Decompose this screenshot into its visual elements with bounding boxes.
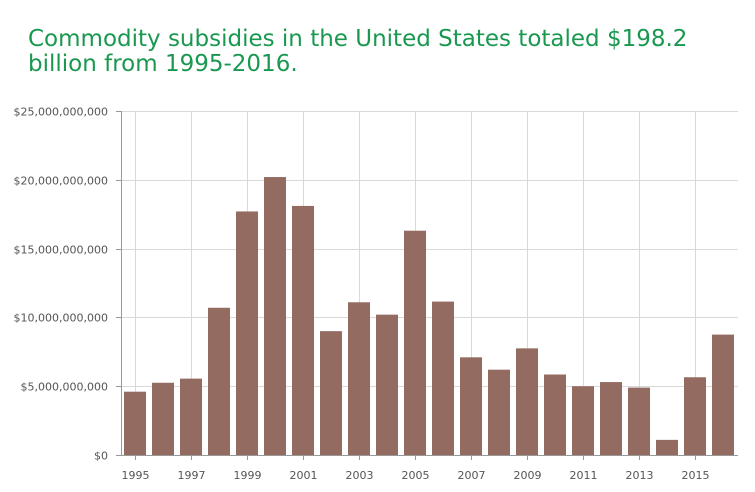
bar-2015 [684,377,706,455]
x-tick-label: 2013 [626,469,654,482]
bar-1995 [124,391,146,455]
bar-1998 [208,307,230,455]
bar-2013 [628,387,650,455]
x-tick-label: 1995 [122,469,150,482]
bar-2016 [712,334,734,455]
bar-1999 [236,211,258,455]
y-tick-label: $25,000,000,000 [14,106,108,119]
bar-2010 [544,374,566,455]
bars [124,177,734,455]
bar-2003 [348,302,370,455]
x-tick-label: 2015 [682,469,710,482]
bar-2006 [432,301,454,455]
bar-2000 [264,177,286,455]
bar-2012 [600,382,622,455]
x-tick-label: 2007 [458,469,486,482]
y-tick-label: $20,000,000,000 [14,175,108,188]
bar-2009 [516,348,538,455]
bar-1996 [152,382,174,455]
x-tick-label: 1997 [178,469,206,482]
bar-2008 [488,369,510,455]
y-axis-labels: $0 $5,000,000,000 $10,000,000,000 $15,000,0… [14,106,108,463]
x-tick-label: 1999 [234,469,262,482]
x-tick-label: 2005 [402,469,430,482]
chart-title: Commodity subsidies in the United States… [28,26,688,77]
bar-2011 [572,386,594,455]
bar-2014 [656,439,678,455]
bar-2004 [376,314,398,455]
bar-2007 [460,357,482,455]
bar-2002 [320,331,342,455]
x-axis-labels: 1995 1997 1999 2001 2003 2005 2007 2009 2011 2013… [122,469,710,482]
bar-1997 [180,378,202,455]
x-tick-label: 2009 [514,469,542,482]
bar-2005 [404,230,426,455]
x-tick-label: 2001 [290,469,318,482]
y-tick-label: $15,000,000,000 [14,244,108,257]
y-tick-label: $10,000,000,000 [14,312,108,325]
y-tick-label: $5,000,000,000 [21,381,108,394]
x-tick-label: 2011 [570,469,598,482]
axes [116,111,738,460]
bar-2001 [292,205,314,455]
y-tick-label: $0 [94,450,108,463]
x-tick-label: 2003 [346,469,374,482]
